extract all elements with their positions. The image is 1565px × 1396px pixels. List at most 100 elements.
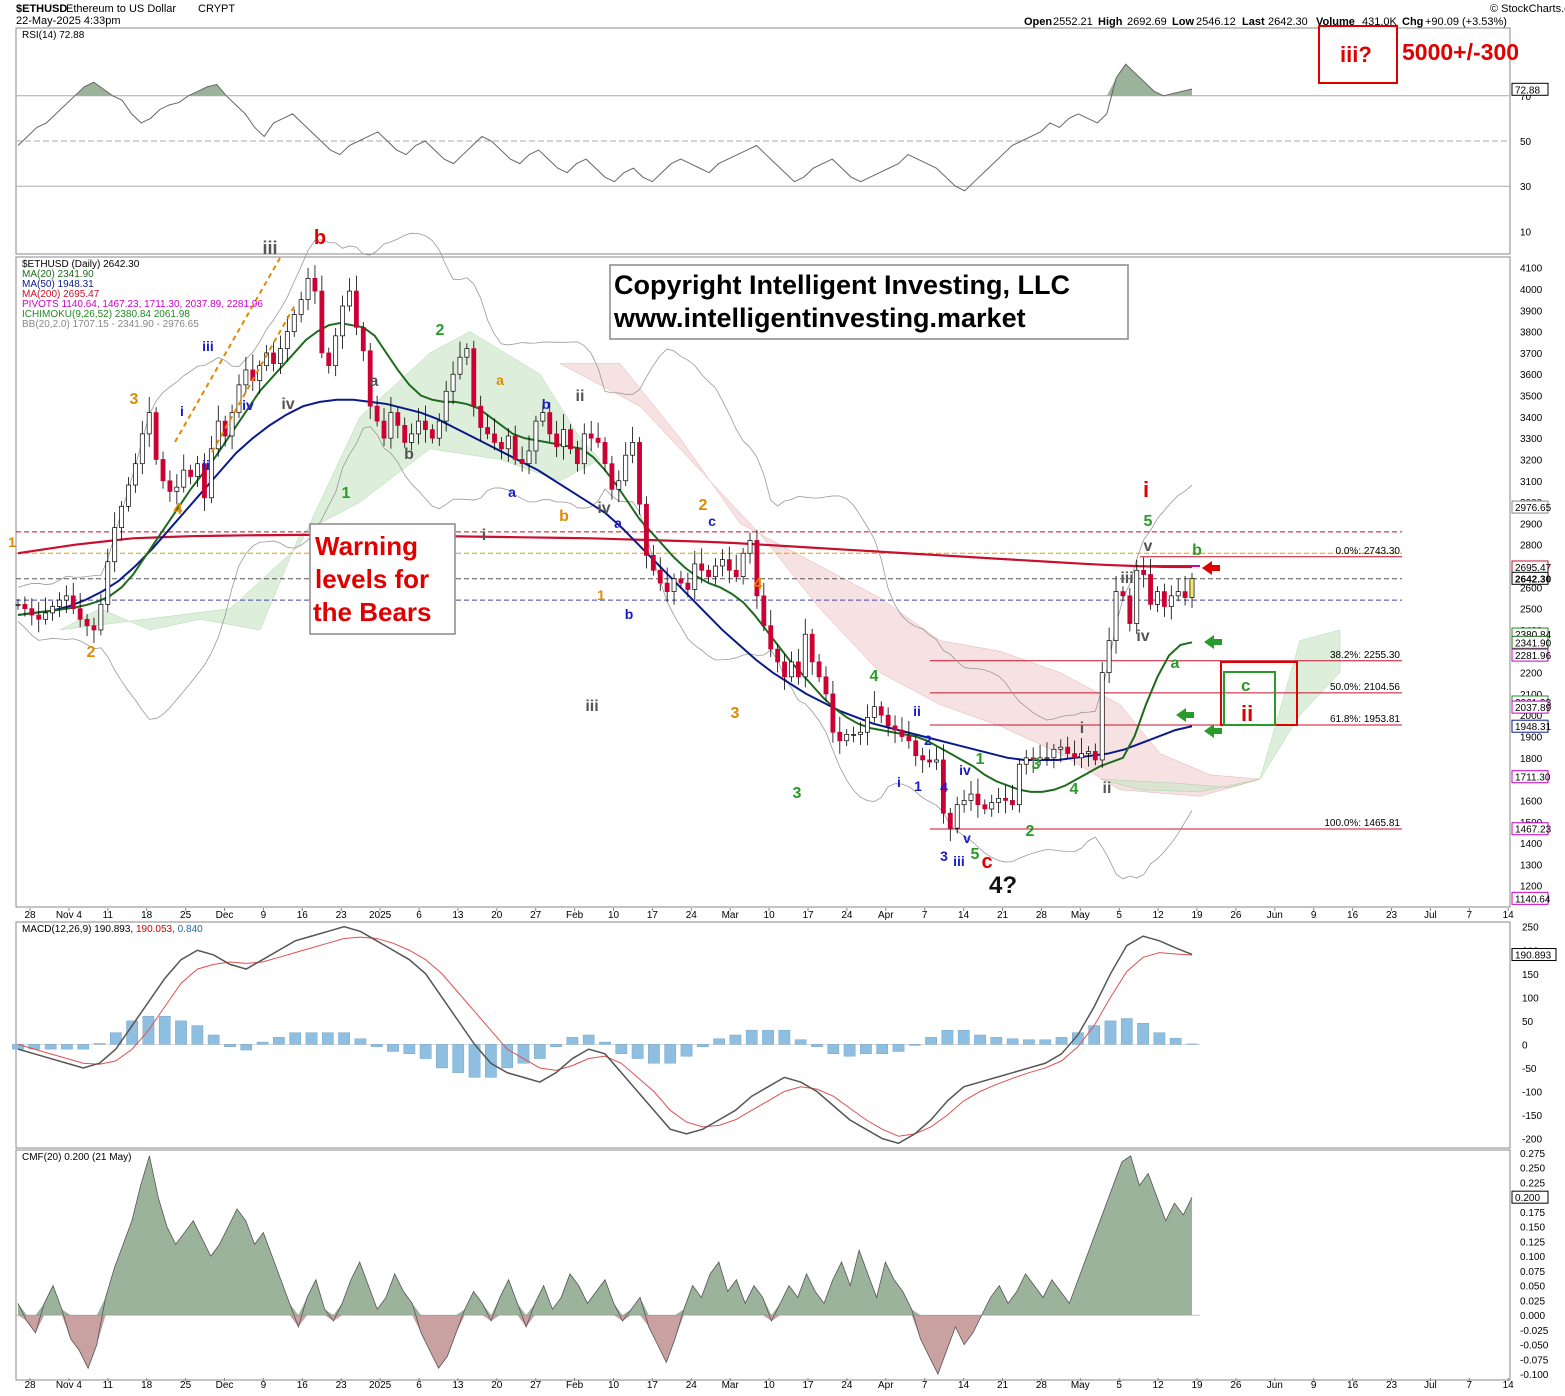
candle [340, 295, 345, 349]
candle-body [1189, 578, 1195, 598]
candle-body [188, 469, 194, 477]
candle-body [754, 540, 760, 597]
cmf-y-tick: 0.075 [1520, 1267, 1545, 1278]
macd-histogram-bar [175, 1020, 187, 1045]
candle [768, 610, 774, 658]
wave-label: 4 [754, 576, 763, 593]
candle-body [160, 459, 166, 482]
candle [160, 451, 166, 489]
candle [443, 380, 449, 432]
candle-body [63, 595, 69, 601]
candle [816, 654, 822, 683]
price-x-label: 25 [180, 910, 192, 921]
candle-body [450, 373, 456, 392]
candle-body [540, 412, 546, 422]
rsi-tick: 50 [1520, 137, 1532, 148]
macd-legend-prefix: MACD(12,26,9) 190.893, [22, 924, 133, 935]
price-y-tick: 4100 [1520, 264, 1543, 275]
candle [927, 749, 932, 768]
candle-body [878, 706, 884, 716]
candle-body [1106, 640, 1112, 673]
cmf-x-label: 28 [24, 1380, 36, 1391]
candle [1079, 738, 1084, 769]
candle [913, 735, 919, 767]
rsi-legend-text: RSI(14) 72.88 [22, 30, 85, 41]
macd-histogram-bar [1072, 1032, 1084, 1045]
candle-body [340, 305, 345, 337]
candle-body [215, 420, 221, 450]
wave-label: ii [576, 388, 585, 405]
macd-histogram-bar [664, 1044, 677, 1064]
price-y-tick: 3200 [1520, 455, 1543, 466]
candle [464, 343, 470, 366]
price-x-label: Dec [216, 910, 234, 921]
candle-body [1127, 595, 1133, 624]
macd-histogram-bar [631, 1044, 644, 1059]
candle-body [402, 425, 408, 443]
candle [153, 407, 159, 465]
open-value: 2552.21 [1053, 16, 1093, 28]
price-y-tick: 2600 [1520, 583, 1543, 594]
candle [457, 341, 463, 380]
rsi-tick: 30 [1520, 182, 1532, 193]
candle [105, 548, 111, 613]
candle-body [947, 812, 953, 829]
candle-body [423, 420, 428, 430]
candle [837, 716, 843, 754]
candle-body [443, 390, 449, 422]
candle [291, 309, 297, 337]
candle [29, 598, 35, 626]
candle [1113, 576, 1119, 654]
candle [1065, 736, 1071, 759]
candle [623, 442, 629, 487]
macd-panel-frame [15, 921, 1511, 1149]
candle [920, 747, 926, 773]
candle [1189, 573, 1195, 608]
candle [264, 345, 270, 372]
cmf-x-label: May [1071, 1380, 1090, 1391]
candle [989, 794, 995, 817]
candle-body [554, 433, 560, 448]
wave-label: ii [1103, 780, 1112, 797]
price-y-tick: 4000 [1520, 285, 1543, 296]
candle-body [858, 731, 863, 735]
candle [982, 799, 988, 815]
candle-body [429, 429, 435, 439]
candle-body [699, 563, 705, 571]
cmf-x-label: 9 [261, 1380, 267, 1391]
candle [112, 512, 118, 573]
cmf-x-label: 20 [491, 1380, 503, 1391]
macd-histogram-bar [1104, 1020, 1117, 1045]
macd-histogram-bar [1169, 1038, 1182, 1045]
candle [202, 453, 207, 511]
macd-histogram-bar [485, 1044, 497, 1078]
chg-value: +90.09 (+3.53%) [1425, 16, 1507, 28]
macd-histogram-bar [191, 1025, 204, 1045]
macd-histogram-bar [305, 1032, 318, 1045]
candle-body [305, 277, 311, 300]
wave-label: b [314, 227, 326, 249]
macd-histogram-bar [876, 1044, 889, 1055]
candle-body [236, 384, 242, 413]
ichimoku-red-cloud [559, 363, 1261, 797]
price-x-label: 16 [297, 910, 309, 921]
candle-body [57, 599, 62, 607]
candle-body [353, 290, 359, 328]
candle [706, 564, 711, 582]
candle [1161, 583, 1167, 617]
candle-body [126, 484, 131, 507]
fib-label: 0.0%: 2743.30 [1336, 546, 1401, 557]
candle [519, 446, 525, 472]
candle [1120, 586, 1126, 602]
candle-body [595, 437, 601, 443]
candle-body [208, 448, 214, 499]
candle-body [153, 412, 159, 460]
bollinger-lower [17, 426, 1193, 880]
price-y-tick: 2800 [1520, 541, 1543, 552]
rsi-overbought-fill [18, 64, 1192, 96]
wave-label: iv [242, 397, 254, 413]
candle [388, 397, 394, 449]
candle [906, 720, 912, 749]
candle-body [1175, 591, 1181, 597]
candle [1155, 586, 1160, 613]
